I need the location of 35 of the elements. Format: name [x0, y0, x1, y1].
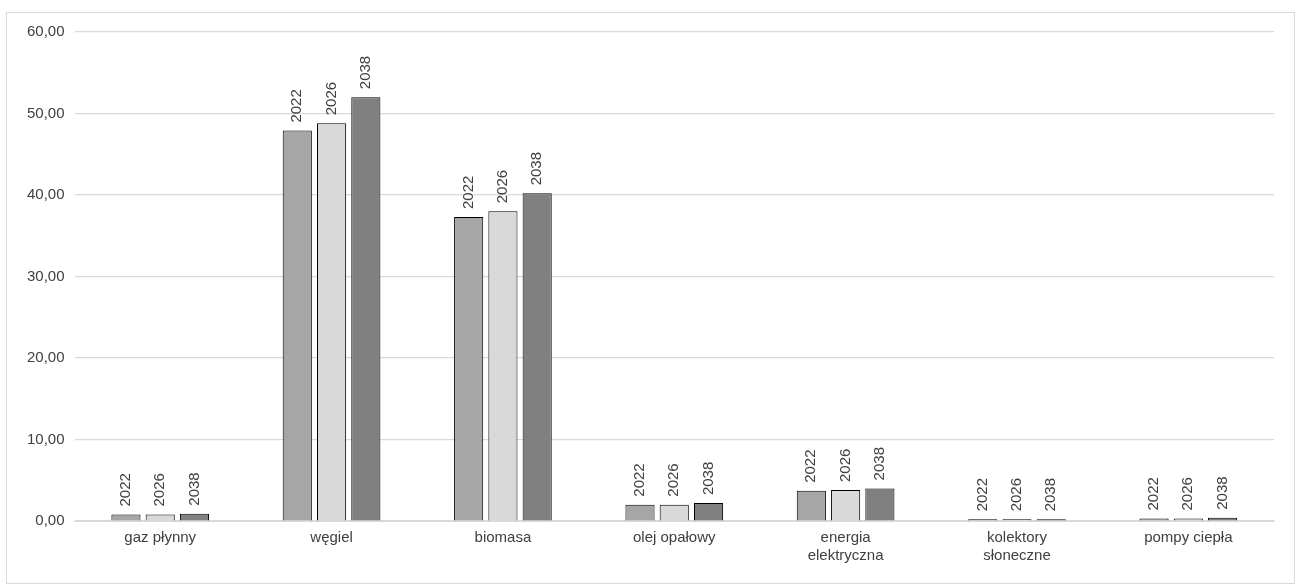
text: 2022: [458, 175, 476, 210]
y-tick-label: 50,00: [26, 103, 65, 121]
x-tick-label: węgiel: [309, 528, 353, 546]
x-tick-label: gaz płynny: [124, 528, 197, 546]
text: 2026: [835, 448, 853, 483]
text: 2026: [664, 463, 682, 497]
y-tick-label: 60,00: [26, 22, 65, 40]
text: 2026: [1007, 477, 1025, 512]
text: 2038: [1212, 476, 1230, 510]
x-tick-label: energia elektryczna: [807, 528, 885, 564]
text: 2038: [870, 447, 888, 481]
text: 2026: [1178, 477, 1196, 511]
text: 2038: [527, 151, 545, 186]
text: 2038: [184, 472, 202, 506]
text: 2038: [698, 461, 716, 496]
text: 2022: [116, 473, 134, 507]
text: 2026: [321, 81, 339, 116]
x-tick-label: pompy ciepła: [1144, 528, 1234, 546]
text: 2022: [801, 449, 819, 483]
text: 2022: [1144, 477, 1162, 511]
y-tick-label: 10,00: [26, 429, 65, 447]
y-tick-label: 20,00: [26, 348, 65, 366]
text: 2038: [1041, 477, 1059, 512]
text: 2022: [630, 463, 648, 497]
x-tick-label: kolektory słoneczne: [983, 528, 1051, 564]
text: 2038: [355, 55, 373, 90]
x-tick-label: olej opałowy: [632, 528, 717, 546]
text: 2026: [150, 473, 168, 507]
y-tick-label: 0,00: [35, 511, 65, 529]
text: 2026: [493, 169, 511, 204]
y-tick-label: 30,00: [26, 266, 65, 284]
text: 2022: [287, 89, 305, 123]
x-tick-label: biomasa: [474, 528, 532, 546]
text: 2022: [972, 477, 990, 512]
y-tick-label: 40,00: [26, 185, 65, 203]
